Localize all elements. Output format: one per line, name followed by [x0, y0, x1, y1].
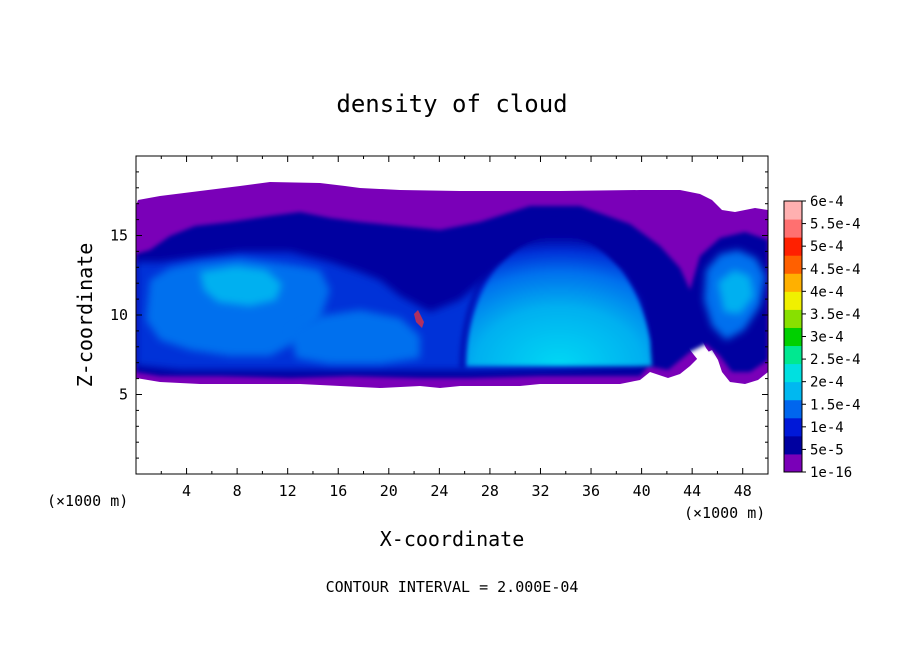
colorbar-swatch — [784, 435, 802, 455]
x-axis-label: X-coordinate — [380, 527, 525, 551]
colorbar-swatch — [784, 237, 802, 256]
cloud-left-core — [200, 266, 282, 306]
x-tick-label: 8 — [233, 482, 242, 500]
y-tick-label: 5 — [119, 386, 128, 404]
cloud-right-core — [718, 270, 754, 314]
colorbar-label: 6e-4 — [810, 194, 844, 210]
x-tick-label: 48 — [734, 482, 752, 500]
x-tick-label: 44 — [683, 482, 701, 500]
y-axis-ticks: 5 10 15 — [110, 171, 768, 459]
colorbar: 1e-16 5e-5 1e-4 1.5e-4 2e-4 2.5e-4 3e-4 3.5e-4 4… — [783, 194, 861, 481]
x-tick-label: 24 — [430, 482, 448, 500]
colorbar-label: 5.5e-4 — [810, 217, 861, 233]
colorbar-label: 1.5e-4 — [810, 397, 861, 413]
cloud-dome — [466, 235, 652, 366]
y-tick-label: 10 — [110, 306, 128, 324]
x-tick-label: 40 — [633, 482, 651, 500]
x-tick-label: 36 — [582, 482, 600, 500]
colorbar-swatch — [784, 417, 802, 437]
colorbar-swatch — [784, 201, 802, 220]
x-axis-unit-right: (×1000 m) — [684, 504, 765, 522]
colorbar-label: 5e-4 — [810, 239, 844, 255]
colorbar-swatch — [784, 399, 802, 419]
colorbar-swatch — [784, 363, 802, 383]
colorbar-label: 4.5e-4 — [810, 262, 861, 278]
x-tick-label: 28 — [481, 482, 499, 500]
colorbar-swatch — [784, 291, 802, 310]
colorbar-swatch — [784, 309, 802, 328]
colorbar-label: 3.5e-4 — [810, 307, 861, 323]
colorbar-label: 4e-4 — [810, 284, 844, 300]
cloud-left-light — [146, 258, 330, 356]
x-axis-ticks: 4 8 12 16 20 24 28 32 36 40 44 48 — [160, 156, 752, 500]
y-axis-label: Z-coordinate — [73, 243, 97, 388]
x-tick-label: 12 — [279, 482, 297, 500]
x-tick-label: 16 — [329, 482, 347, 500]
colorbar-swatch — [784, 255, 802, 274]
y-tick-label: 15 — [110, 227, 128, 245]
cloud-mid-light — [290, 310, 420, 364]
colorbar-label: 3e-4 — [810, 330, 844, 346]
x-tick-label: 32 — [531, 482, 549, 500]
colorbar-swatch — [784, 453, 802, 473]
chart-title: density of cloud — [336, 90, 567, 118]
plot-area — [136, 182, 768, 388]
colorbar-label: 5e-5 — [810, 442, 844, 458]
colorbar-swatch — [784, 381, 802, 401]
colorbar-label: 2.5e-4 — [810, 352, 861, 368]
x-axis-unit-left: (×1000 m) — [47, 492, 128, 510]
cloud-streak — [414, 310, 424, 328]
colorbar-swatch — [784, 219, 802, 238]
x-tick-label: 4 — [182, 482, 191, 500]
colorbar-swatch — [784, 327, 802, 347]
colorbar-swatch — [784, 345, 802, 365]
colorbar-label: 1e-16 — [810, 465, 852, 481]
colorbar-label: 2e-4 — [810, 375, 844, 391]
contour-interval-footer: CONTOUR INTERVAL = 2.000E-04 — [326, 578, 579, 596]
colorbar-swatch — [784, 273, 802, 292]
cloud-dome-ring — [459, 220, 659, 369]
x-tick-label: 20 — [380, 482, 398, 500]
colorbar-label: 1e-4 — [810, 420, 844, 436]
